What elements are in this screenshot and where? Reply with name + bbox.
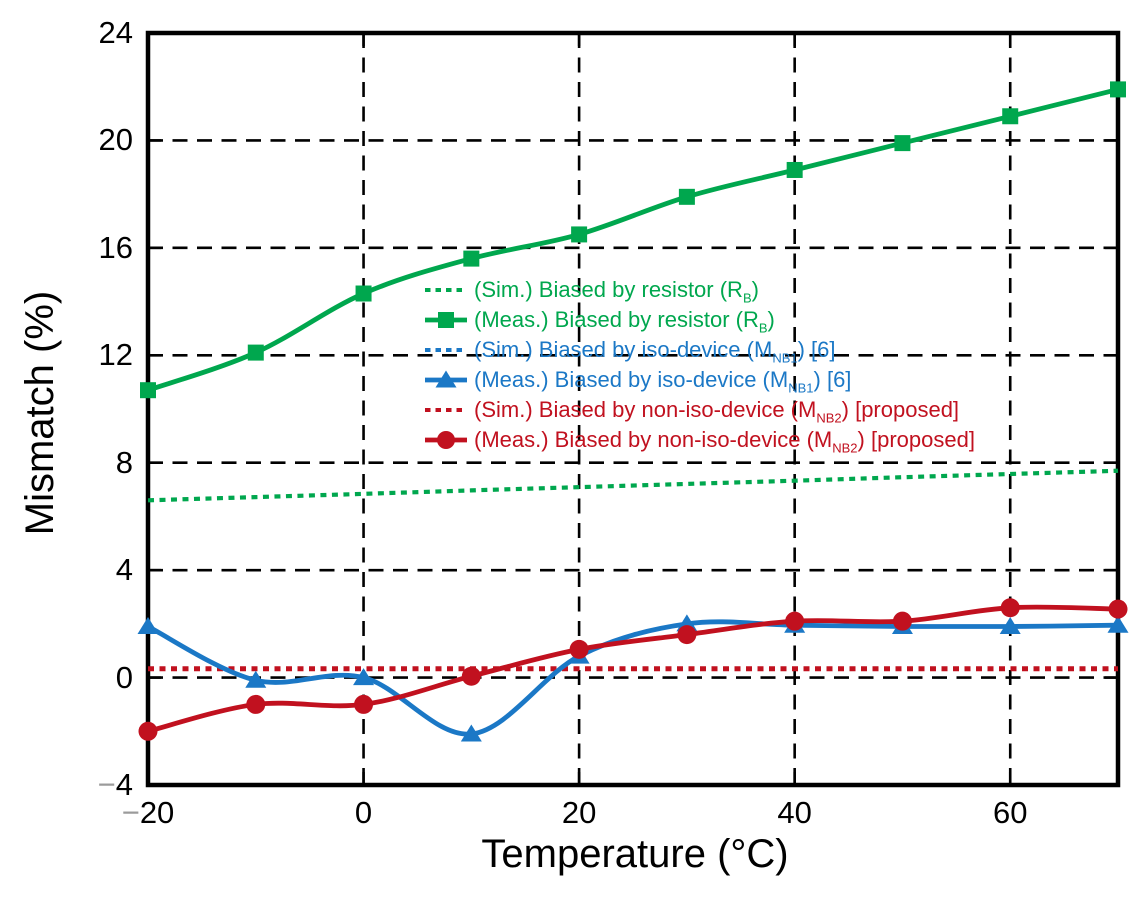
legend-item: (Meas.) Biased by non-iso-device (MNB2) … xyxy=(425,425,975,455)
legend-label: (Sim.) Biased by resistor (RB) xyxy=(474,277,759,306)
legend-item: (Sim.) Biased by resistor (RB) xyxy=(425,275,759,305)
data-point-marker xyxy=(461,666,481,686)
x-axis-label: Temperature (°C) xyxy=(481,832,789,876)
data-point-marker xyxy=(138,721,158,741)
minus-sign: − xyxy=(121,795,140,830)
y-tick-label: 16 xyxy=(98,229,133,265)
data-point-marker xyxy=(460,724,482,742)
data-point-marker xyxy=(894,135,911,152)
series-line-meas-1 xyxy=(147,87,1119,393)
data-point-marker xyxy=(678,188,695,205)
y-tick-label: 0 xyxy=(115,659,133,695)
minus-sign: − xyxy=(97,767,116,802)
series-line-meas-5 xyxy=(147,604,1119,734)
legend-dotted-line-sample xyxy=(425,408,467,412)
data-point-marker xyxy=(246,694,266,714)
legend-marker xyxy=(425,431,467,449)
data-point-marker xyxy=(355,285,372,302)
data-point-marker xyxy=(140,382,156,399)
data-point-marker xyxy=(353,668,375,686)
axes-frame xyxy=(145,30,1121,788)
x-tick-label: 20 xyxy=(561,795,597,830)
data-point-marker xyxy=(786,161,803,178)
data-point-marker xyxy=(245,670,267,688)
data-point-marker xyxy=(1000,598,1020,618)
legend-marker xyxy=(425,312,467,328)
y-tick-label: 20 xyxy=(98,122,133,158)
x-tick-label: −20 xyxy=(121,795,175,830)
y-tick-label: −4 xyxy=(97,767,133,802)
x-tick-label: 0 xyxy=(354,795,373,830)
data-point-marker xyxy=(569,639,589,659)
series-line-sim-0 xyxy=(147,468,1119,503)
data-point-marker xyxy=(571,226,588,243)
data-point-marker xyxy=(354,694,374,714)
legend-label: (Meas.) Biased by iso-device (MNB1) [6] xyxy=(474,367,852,396)
legend-label: (Sim.) Biased by non-iso-device (MNB2) [… xyxy=(474,397,960,426)
data-point-marker xyxy=(1110,81,1126,98)
data-point-marker xyxy=(892,611,912,631)
legend-label: (Sim.) Biased by iso-device (MNB1) [6] xyxy=(474,337,836,366)
legend-marker xyxy=(425,370,467,388)
data-point-marker xyxy=(137,617,159,635)
legend-label: (Meas.) Biased by resistor (RB) xyxy=(474,307,775,336)
legend-item: (Meas.) Biased by iso-device (MNB1) [6] xyxy=(425,365,851,395)
series-line-meas-3 xyxy=(146,619,1119,737)
x-tick-label: 60 xyxy=(992,795,1028,830)
data-point-marker xyxy=(247,344,264,361)
data-point-marker xyxy=(1002,108,1019,125)
data-point-marker xyxy=(463,250,480,267)
data-point-marker xyxy=(1107,615,1129,633)
data-point-marker xyxy=(1108,599,1128,619)
legend-item: (Meas.) Biased by resistor (RB) xyxy=(425,305,775,335)
legend-dotted-line-sample xyxy=(425,288,467,292)
legend-dotted-line-sample xyxy=(425,348,467,352)
y-axis-label: Mismatch (%) xyxy=(18,290,62,536)
legend-item: (Sim.) Biased by iso-device (MNB1) [6] xyxy=(425,335,836,365)
y-tick-label: 4 xyxy=(115,552,133,588)
y-tick-label: 8 xyxy=(115,444,133,480)
y-tick-label: 24 xyxy=(98,15,133,50)
legend-item: (Sim.) Biased by non-iso-device (MNB2) [… xyxy=(425,395,959,425)
x-tick-label: 40 xyxy=(777,795,812,830)
legend-label: (Meas.) Biased by non-iso-device (MNB2) … xyxy=(474,427,975,456)
data-point-marker xyxy=(999,617,1021,635)
y-tick-label: 12 xyxy=(98,337,133,373)
data-point-marker xyxy=(785,611,805,631)
data-point-marker xyxy=(677,625,697,645)
